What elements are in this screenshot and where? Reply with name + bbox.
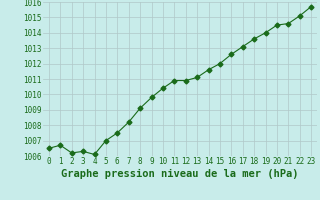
X-axis label: Graphe pression niveau de la mer (hPa): Graphe pression niveau de la mer (hPa) [61, 169, 299, 179]
